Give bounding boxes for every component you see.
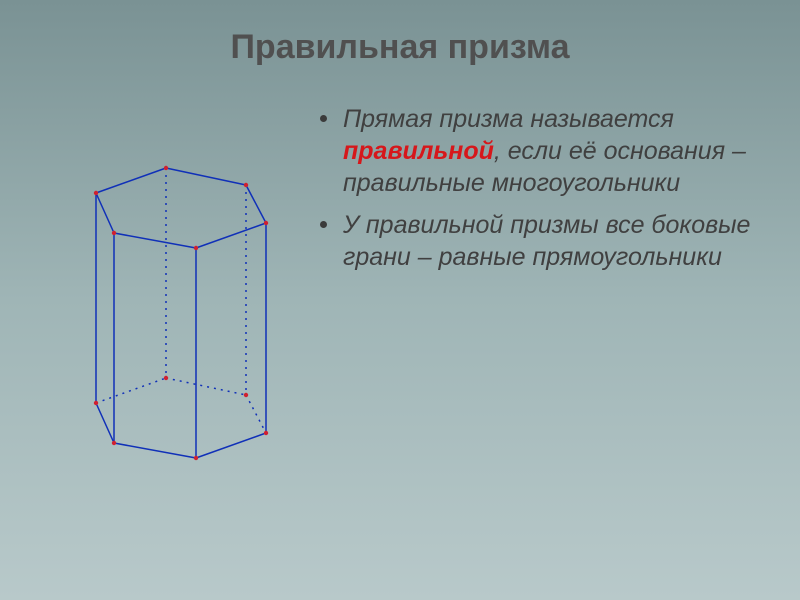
diagram-column: [0, 103, 320, 463]
prism-diagram: [36, 103, 296, 463]
slide-title: Правильная призма: [0, 0, 800, 67]
bullet-text: Прямая призма называется правильной, есл…: [343, 103, 772, 199]
bullet-dot-icon: [320, 221, 327, 228]
bullet-pre: У правильной призмы все боковые грани – …: [343, 211, 750, 271]
bullet-highlight: правильной: [343, 137, 494, 165]
bullet-text: У правильной призмы все боковые грани – …: [343, 209, 772, 273]
bullet-item: У правильной призмы все боковые грани – …: [320, 209, 772, 273]
content-row: Прямая призма называется правильной, есл…: [0, 67, 800, 463]
bullet-dot-icon: [320, 115, 327, 122]
bullet-pre: Прямая призма называется: [343, 105, 674, 133]
bullet-item: Прямая призма называется правильной, есл…: [320, 103, 772, 199]
text-column: Прямая призма называется правильной, есл…: [320, 103, 800, 463]
slide: Правильная призма Прямая призма называет…: [0, 0, 800, 600]
